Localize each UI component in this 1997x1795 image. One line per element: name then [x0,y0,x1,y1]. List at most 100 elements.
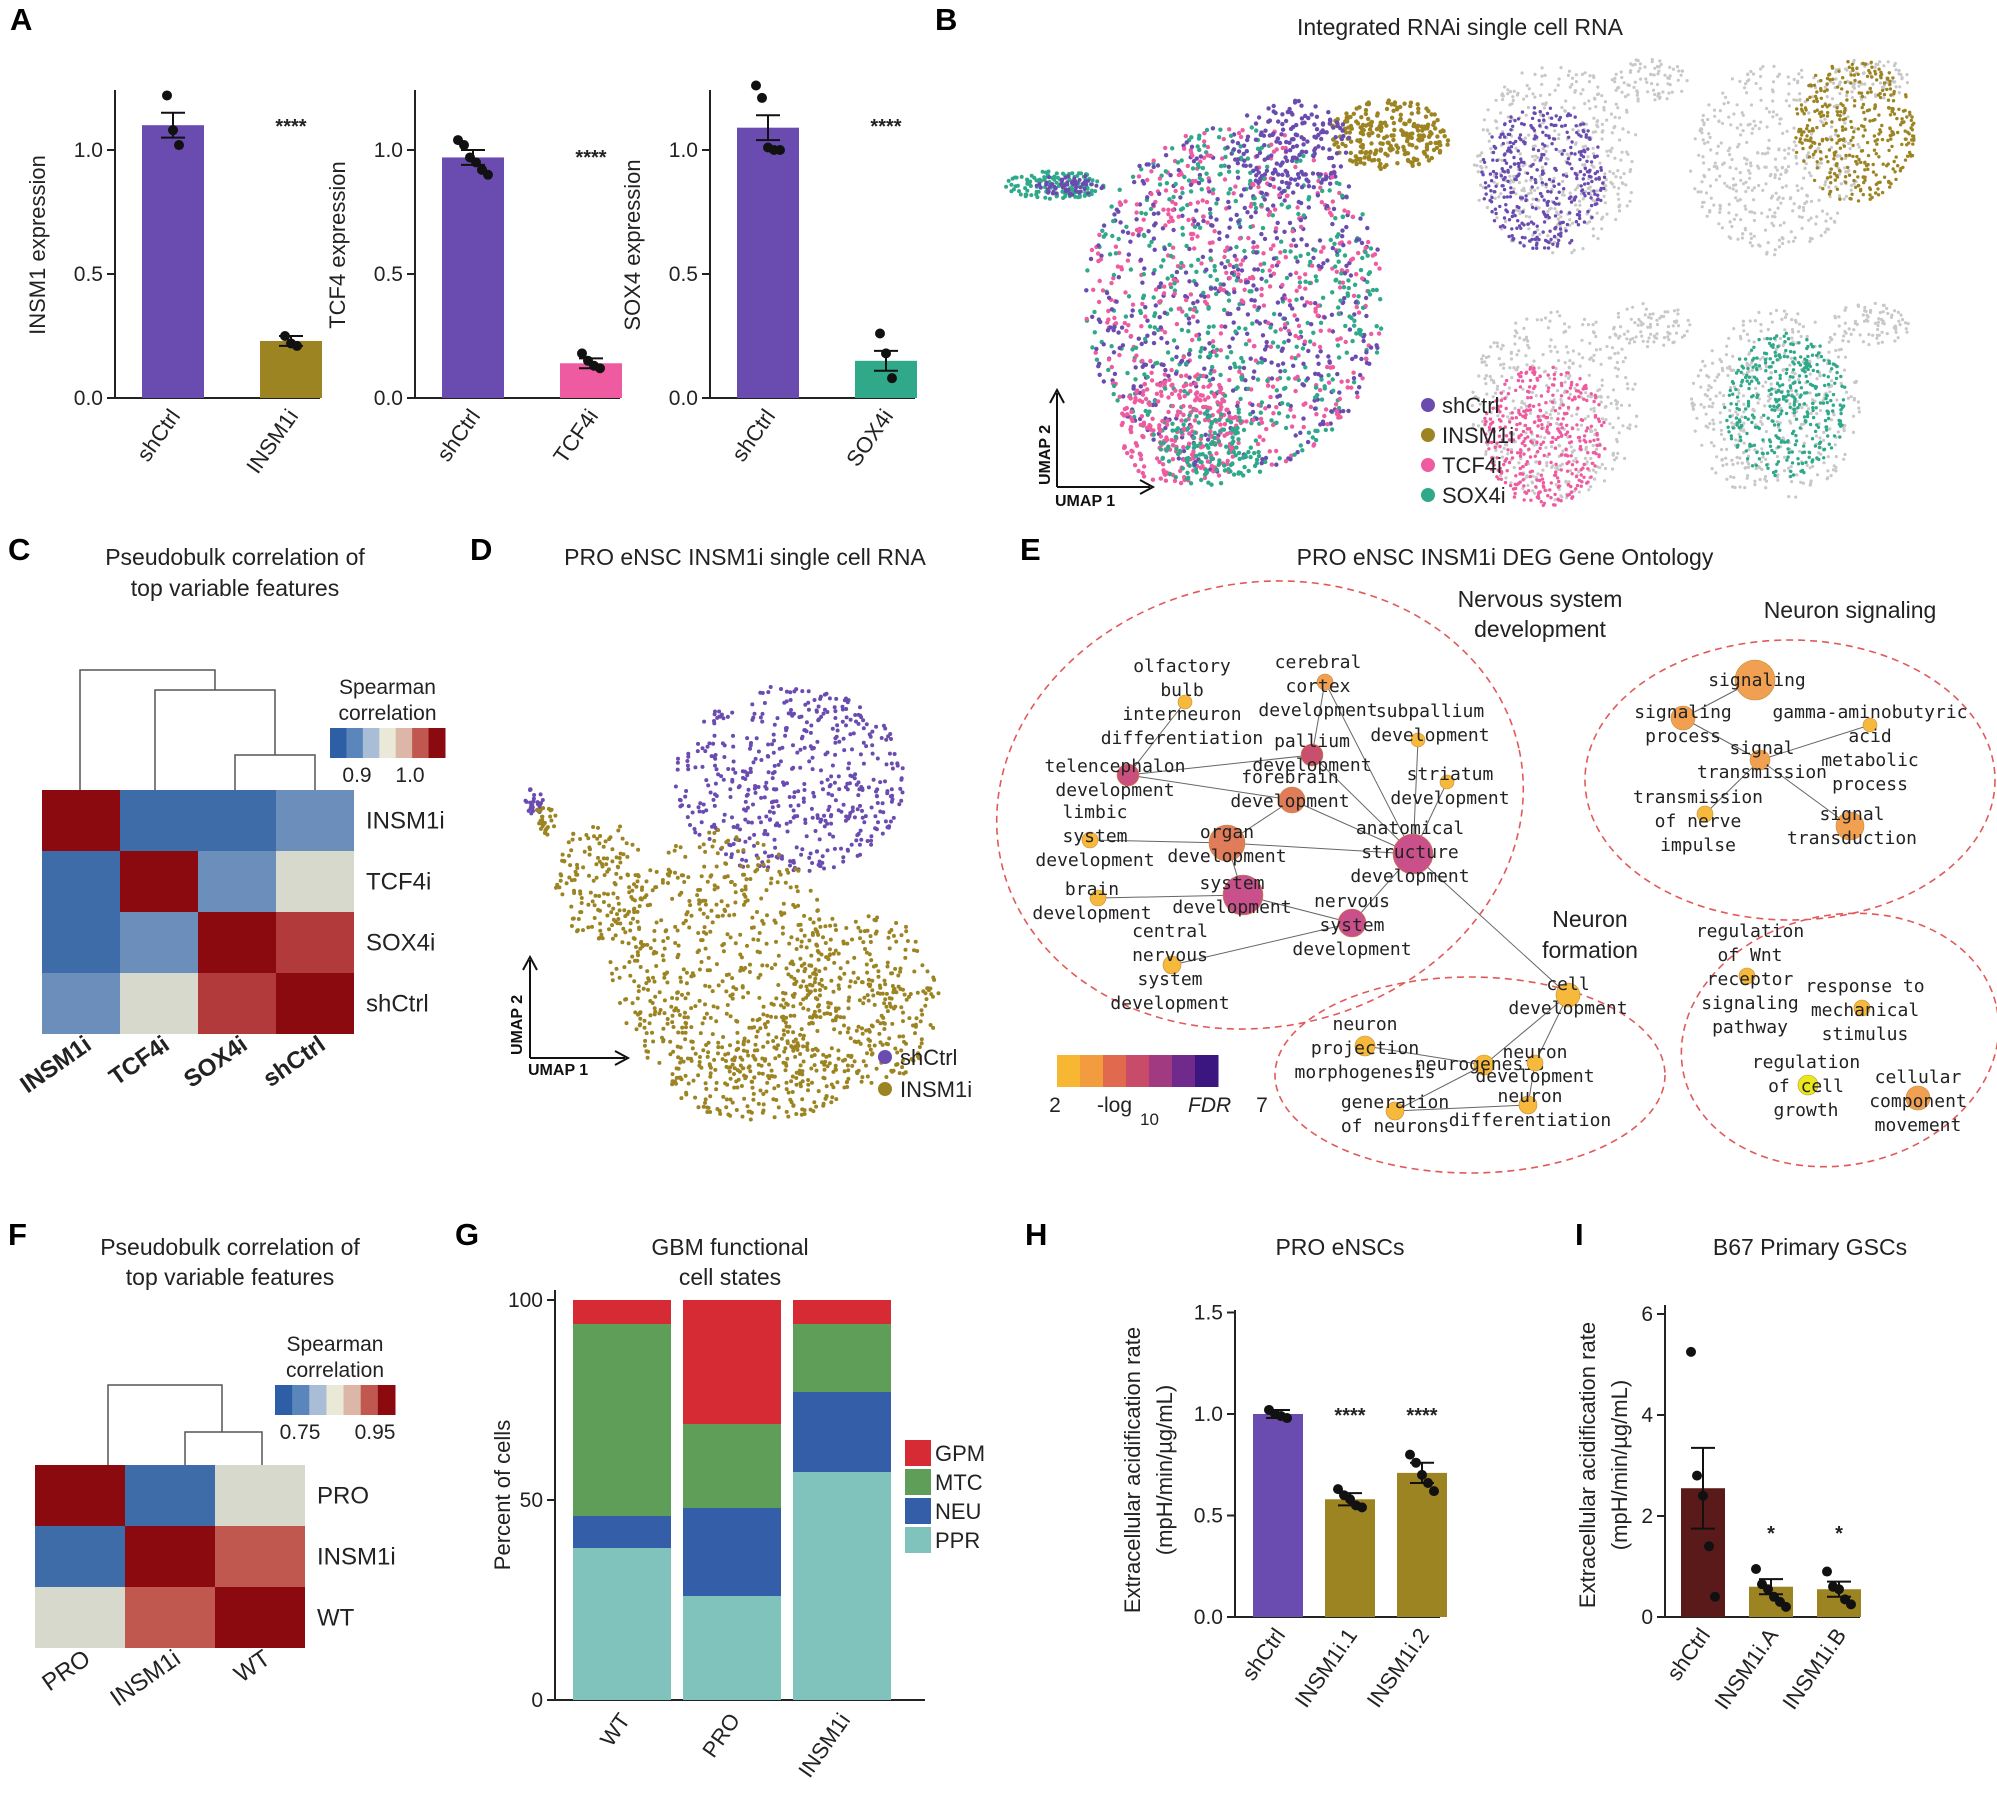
cell-dot [1199,477,1204,483]
cell-dot [1290,112,1295,117]
cell-dot-gray [1487,139,1491,143]
cell-dot [1586,181,1590,186]
cell-dot [1094,346,1099,352]
cell-dot [1504,203,1508,207]
cell-dot [1546,373,1550,377]
cell-dot [1156,284,1162,290]
cell-dot [1861,61,1865,66]
cell-dot-gray [1662,314,1666,319]
cell-dot [1237,369,1242,374]
cell-dot [1318,349,1323,354]
cell-dot [1159,362,1164,367]
cell-dot [1195,234,1200,239]
cell-dot-gray [1513,334,1517,338]
cell-dot [1569,454,1573,458]
cell-dot [1144,425,1150,431]
cell-dot [1264,279,1269,284]
cell-dot-gray [1748,122,1752,126]
cell-dot [1274,448,1279,454]
cell-dot-gray [1825,227,1829,231]
cell-dot-gray [1574,73,1578,77]
cell-dot-gray [1603,100,1607,104]
cell-dot [1501,184,1505,188]
cell-dot [1835,85,1840,89]
cell-dot [1589,424,1594,428]
cell-dot-gray [1575,186,1579,190]
cell-dot [1166,395,1171,400]
cell-dot [1109,364,1115,370]
cell-dot [1117,345,1122,351]
cell-dot [1287,140,1292,145]
cell-dot [1354,272,1359,277]
cell-dot [1570,140,1574,144]
cell-dot [1566,157,1571,161]
cell-dot [1368,246,1374,251]
cell-dot [1502,135,1507,139]
cell-dot [1283,459,1289,464]
cell-dot [1162,284,1167,289]
cell-dot-gray [1616,416,1620,420]
cell-dot-gray [1763,152,1767,156]
x-tick-label: SOX4i [841,405,898,471]
cell-dot [1410,160,1415,166]
cell-dot-gray [1666,310,1670,314]
panel-b-umap [1004,58,1916,508]
cell-dot-gray [1753,124,1757,128]
cell-dot [1552,372,1557,377]
cell-dot [1029,193,1034,198]
cell-dot [1288,249,1293,254]
cell-dot-gray [1798,92,1802,96]
cell-dot-gray [1557,137,1561,141]
cell-dot-gray [1508,174,1512,178]
cell-dot [1558,227,1563,231]
cell-dot [1025,188,1030,193]
cell-dot [1231,320,1236,325]
cell-dot [1863,128,1867,132]
cell-dot [1130,347,1135,352]
cell-dot [1514,177,1518,182]
cell-dot [1136,233,1141,238]
cell-dot [1266,320,1271,326]
cell-dot-gray [1600,383,1604,388]
cell-dot [1855,66,1859,71]
cell-dot [1089,182,1094,187]
cell-dot [1286,185,1291,190]
cell-dot-gray [1729,236,1733,240]
cell-dot-gray [1751,72,1756,76]
cell-dot [1282,368,1288,374]
cell-dot-gray [1614,456,1619,460]
cell-dot [1280,112,1285,117]
cell-dot [1228,133,1234,138]
cell-dot [1208,286,1214,291]
cell-dot-gray [1668,65,1672,69]
cell-dot [1299,185,1305,190]
cell-dot [1174,269,1180,275]
cell-dot [1193,381,1198,386]
cell-dot [1905,143,1909,147]
cell-dot [1231,439,1236,444]
cell-dot [1317,344,1323,350]
cell-dot [1354,237,1360,242]
cell-dot [1098,257,1104,262]
cell-dot-gray [1897,91,1901,95]
cell-dot-gray [1625,108,1629,112]
cell-dot [1346,278,1351,283]
cell-dot-gray [1559,215,1563,219]
cell-dot [1101,379,1107,384]
cell-dot [1164,448,1169,453]
cell-dot-gray [1589,356,1593,360]
cell-dot [1111,272,1117,278]
cell-dot [1508,165,1513,169]
cell-dot [1111,391,1116,397]
cell-dot [1189,236,1195,241]
cell-dot [1602,186,1606,191]
cell-dot-gray [1700,205,1704,209]
cell-dot-gray [1632,85,1636,89]
cell-dot [1210,456,1215,461]
cell-dot [1363,295,1369,301]
cell-dot [1358,216,1363,221]
cell-dot [1889,137,1893,141]
cell-dot [1029,173,1034,178]
cell-dot [1350,338,1355,344]
cell-dot [1388,148,1393,153]
